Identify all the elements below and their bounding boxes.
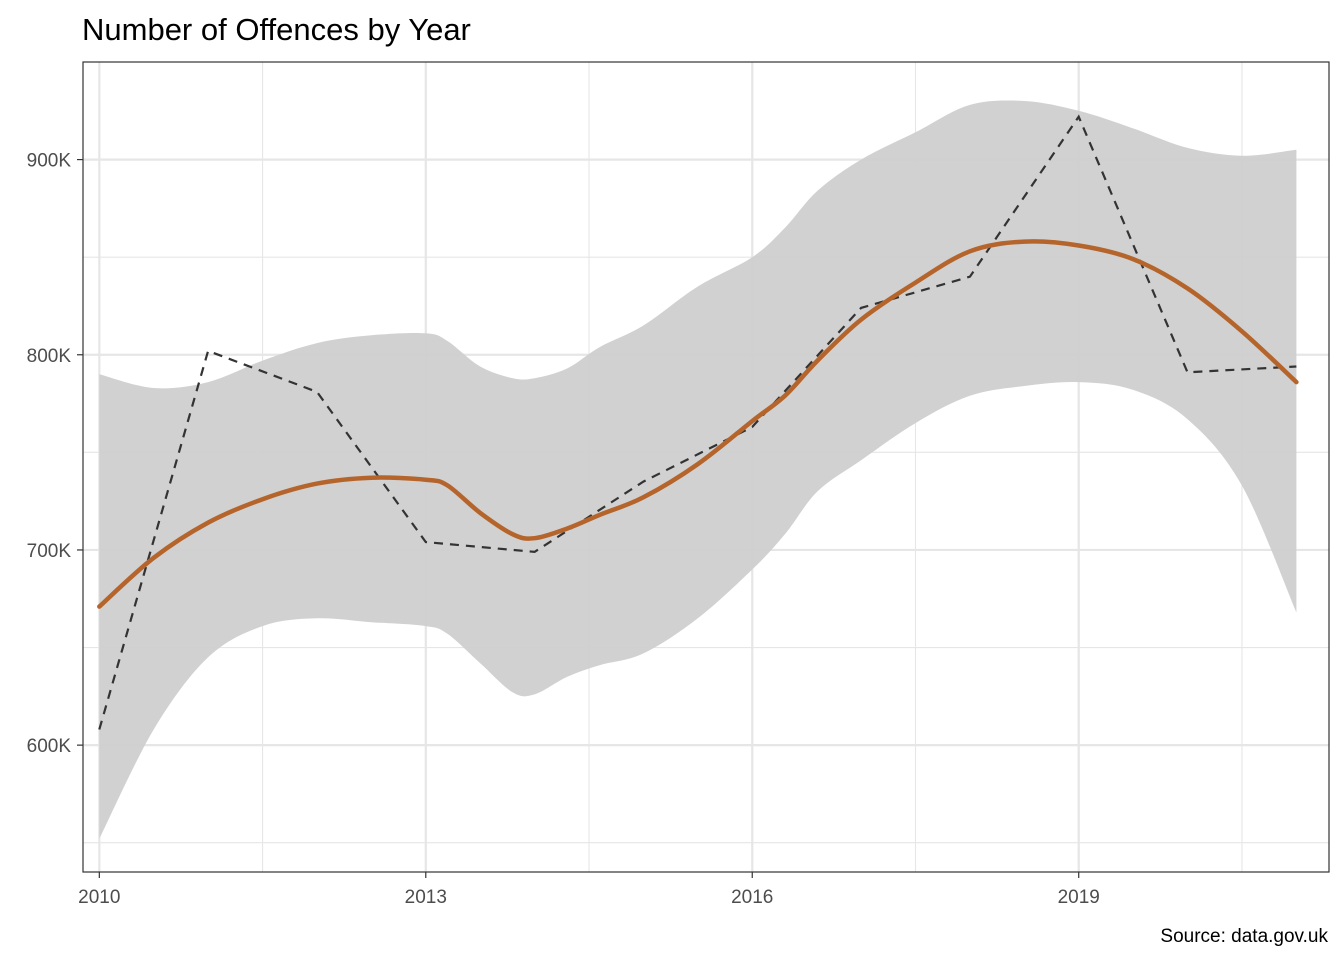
source-caption: Source: data.gov.uk [1160,926,1328,947]
smoothed-trend-line [97,239,1299,609]
x-tick-label: 2013 [405,887,447,908]
y-tick-label: 700K [27,541,72,562]
x-tick-label: 2019 [1058,887,1100,908]
x-tick-label: 2010 [78,887,120,908]
panel-border [82,61,1330,873]
confidence-band [99,100,1297,839]
x-tick-label: 2016 [731,887,773,908]
observed-series-line [98,114,1297,730]
y-tick-label: 600K [27,736,72,757]
y-axis: 600K 700K 800K 900K [27,151,83,757]
chart-title: Number of Offences by Year [82,12,471,47]
x-axis: 2010 2013 2016 2019 [78,872,1100,908]
y-tick-label: 900K [27,151,72,172]
y-tick-label: 800K [27,346,72,367]
